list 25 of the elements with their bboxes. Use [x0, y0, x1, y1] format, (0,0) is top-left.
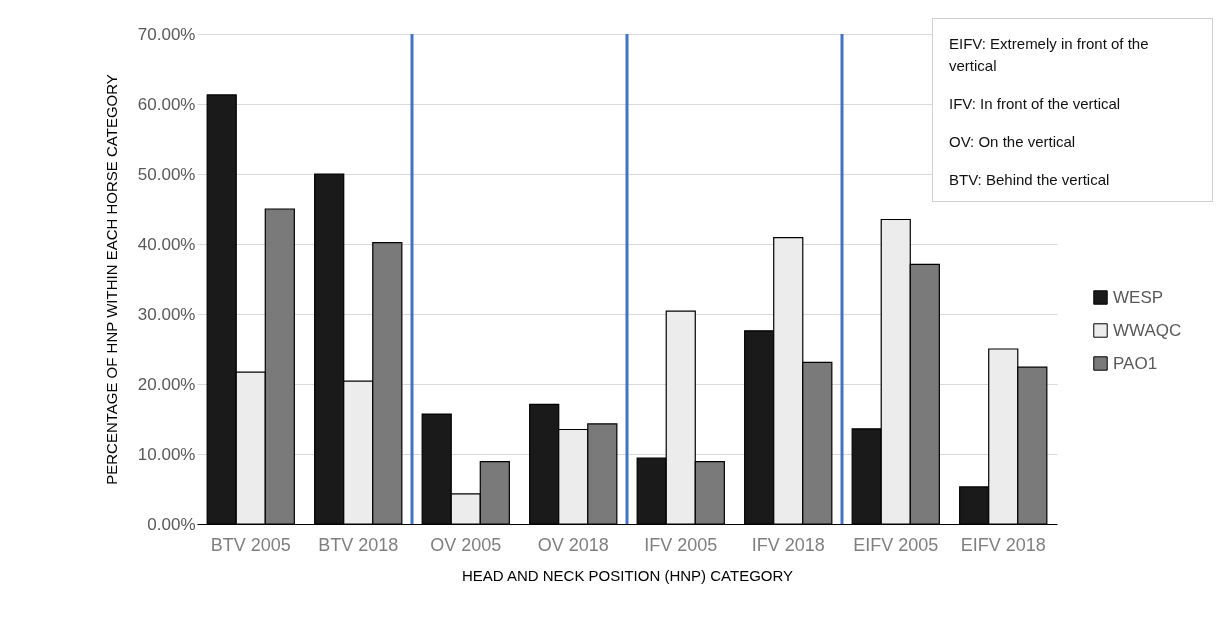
x-tick-label: OV 2005 — [430, 534, 502, 555]
annotation: OV: On the vertical — [949, 132, 1077, 152]
annotation: IFV: In front of the vertical — [949, 94, 1122, 114]
y-tick-label: 30.00% — [137, 304, 196, 324]
legend-label: PAO1 — [1113, 353, 1158, 373]
x-tick-label: IFV 2005 — [644, 534, 718, 555]
x-axis-title: HEAD AND NECK POSITION (HNP) CATEGORY — [461, 566, 794, 584]
y-tick-label: 40.00% — [137, 234, 196, 254]
x-tick-label: BTV 2018 — [318, 534, 399, 555]
annotation: BTV: Behind the vertical — [949, 170, 1111, 190]
x-tick-label: EIFV 2005 — [853, 534, 939, 555]
y-tick-label: 70.00% — [137, 24, 196, 44]
legend-label: WWAQC — [1113, 320, 1182, 340]
x-tick-label: IFV 2018 — [751, 534, 825, 555]
x-tick-label: EIFV 2018 — [960, 534, 1046, 555]
y-axis-title: PERCENTAGE OF HNP WITHIN EACH HORSE CATEGORY — [102, 74, 120, 485]
y-tick-label: 50.00% — [137, 164, 196, 184]
legend-label: WESP — [1113, 287, 1164, 307]
y-tick-label: 0.00% — [147, 514, 196, 534]
x-tick-label: BTV 2005 — [210, 534, 291, 555]
y-tick-label: 20.00% — [137, 374, 196, 394]
y-tick-label: 60.00% — [137, 94, 196, 114]
annotation: EIFV: Extremely in front of the vertical — [949, 34, 1150, 76]
y-tick-label: 10.00% — [137, 444, 196, 464]
x-tick-label: OV 2018 — [537, 534, 609, 555]
